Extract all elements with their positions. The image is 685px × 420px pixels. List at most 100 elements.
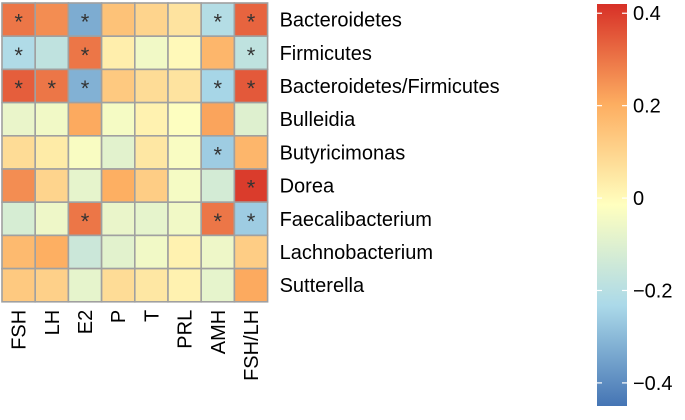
heatmap-cell	[67, 101, 103, 137]
heatmap-cell	[67, 135, 103, 170]
heatmap-cell	[1, 68, 37, 104]
column-labels: FSH LH E2 P T PRL AMH FSH/LH	[9, 310, 263, 381]
heatmap-cell	[200, 201, 236, 237]
row-label: Butyricimonas	[280, 142, 406, 164]
column-label: E2	[75, 310, 97, 334]
heatmap-cell	[34, 201, 70, 237]
significance-star: *	[81, 10, 90, 35]
significance-star: *	[214, 76, 223, 101]
significance-star: *	[81, 209, 90, 234]
heatmap-cell	[134, 135, 169, 170]
significance-star: *	[14, 76, 23, 101]
heatmap-cell	[167, 2, 203, 38]
heatmap-cell	[100, 2, 136, 38]
significance-star: *	[214, 142, 223, 167]
heatmap-cell	[167, 101, 203, 137]
heatmap-cell	[167, 201, 203, 237]
significance-star: *	[214, 209, 223, 234]
heatmap-cell	[200, 234, 236, 270]
heatmap-cell	[200, 35, 236, 71]
heatmap-cell	[134, 35, 169, 71]
heatmap-cell	[233, 2, 269, 38]
heatmap-cell	[134, 68, 169, 104]
row-labels: Bacteroidetes Firmicutes Bacteroidetes/Fir…	[280, 10, 500, 298]
significance-star: *	[247, 76, 256, 101]
heatmap-cell	[67, 68, 103, 104]
heatmap-cell	[34, 135, 70, 170]
column-label: PRL	[175, 310, 197, 349]
heatmap-cell	[100, 234, 136, 270]
colorbar-gradient	[597, 4, 627, 406]
heatmap-cell	[200, 101, 236, 137]
significance-star: *	[247, 209, 256, 234]
heatmap-cell	[34, 35, 70, 71]
heatmap-cell	[100, 267, 136, 303]
column-label: P	[108, 310, 130, 323]
row-label: Bulleidia	[280, 109, 356, 131]
heatmap-cell	[34, 234, 70, 270]
colorbar-tick-label: −0.2	[633, 280, 672, 302]
significance-star: *	[247, 10, 256, 35]
heatmap-cells: * * * * * * * * * * * * * * * * *	[1, 2, 269, 303]
row-label: Bacteroidetes	[280, 10, 402, 32]
heatmap-cell	[200, 267, 236, 303]
heatmap-cell	[233, 101, 269, 137]
heatmap-cell	[167, 35, 203, 71]
heatmap-cell	[134, 201, 169, 237]
row-label: Bacteroidetes/Firmicutes	[280, 76, 500, 98]
heatmap-cell	[100, 68, 136, 104]
heatmap-cell	[100, 135, 136, 170]
heatmap-cell	[100, 101, 136, 137]
heatmap-cell	[167, 135, 203, 170]
colorbar-tick-label: 0.4	[633, 3, 661, 25]
heatmap-cell	[167, 68, 203, 104]
colorbar: 0.4 0.2 0 −0.2 −0.4	[597, 3, 672, 406]
heatmap-cell	[1, 101, 37, 137]
heatmap-cell	[67, 168, 103, 204]
significance-star: *	[14, 43, 23, 68]
heatmap-cell	[34, 267, 70, 303]
significance-star: *	[14, 10, 23, 35]
column-label: LH	[42, 310, 64, 336]
heatmap-cell	[1, 135, 37, 170]
significance-star: *	[214, 10, 223, 35]
significance-star: *	[81, 43, 90, 68]
heatmap-cell	[34, 2, 70, 38]
row-label: Lachnobacterium	[280, 242, 433, 264]
column-label: AMH	[208, 310, 230, 354]
heatmap-cell	[1, 201, 37, 237]
heatmap-cell	[200, 168, 236, 204]
heatmap-cell	[67, 267, 103, 303]
heatmap-cell	[167, 168, 203, 204]
row-label: Dorea	[280, 176, 335, 198]
significance-star: *	[247, 176, 256, 201]
heatmap-cell	[134, 168, 169, 204]
significance-star: *	[247, 43, 256, 68]
heatmap-cell	[1, 234, 37, 270]
heatmap-cell	[134, 101, 169, 137]
row-label: Sutterella	[280, 275, 365, 297]
significance-star: *	[48, 76, 57, 101]
heatmap-cell	[134, 234, 169, 270]
heatmap-cell	[67, 234, 103, 270]
heatmap-cell	[167, 234, 203, 270]
heatmap-cell	[100, 201, 136, 237]
heatmap-cell	[233, 201, 269, 237]
heatmap-cell	[34, 168, 70, 204]
heatmap-cell	[233, 267, 269, 303]
heatmap-cell	[1, 168, 37, 204]
column-label: T	[141, 310, 163, 322]
row-label: Faecalibacterium	[280, 209, 432, 231]
heatmap-cell	[134, 267, 169, 303]
heatmap-cell	[100, 35, 136, 71]
colorbar-tick-label: 0.2	[633, 96, 661, 118]
heatmap-cell	[34, 101, 70, 137]
row-label: Firmicutes	[280, 43, 372, 65]
column-label: FSH	[9, 310, 31, 350]
column-label: FSH/LH	[241, 310, 263, 381]
heatmap-cell	[100, 168, 136, 204]
heatmap-cell	[134, 2, 169, 38]
colorbar-tick-label: 0	[633, 188, 644, 210]
heatmap-cell	[233, 234, 269, 270]
